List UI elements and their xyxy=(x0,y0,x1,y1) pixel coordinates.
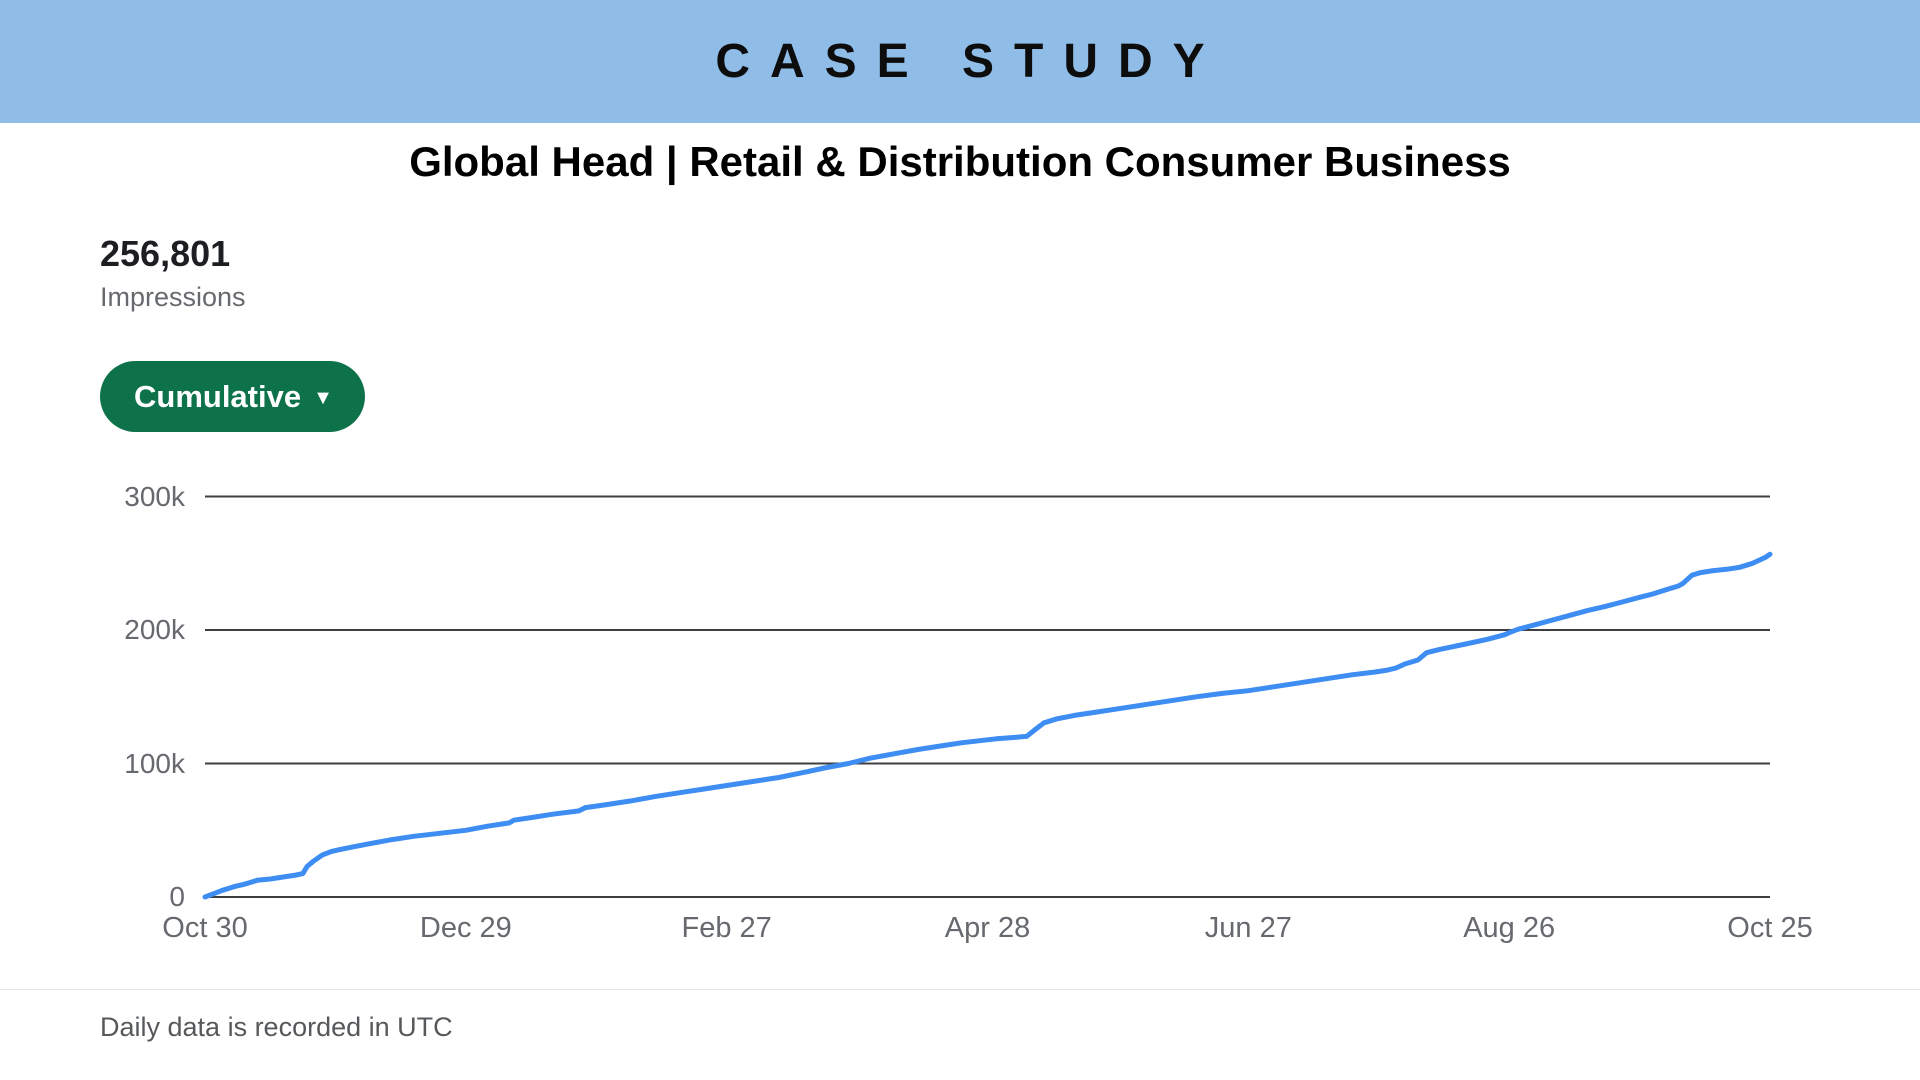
x-tick-label-oct-25: Oct 25 xyxy=(1727,912,1813,944)
x-tick-label-feb-27: Feb 27 xyxy=(681,912,772,944)
chart-canvas xyxy=(202,495,1773,900)
x-tick-label-jun-27: Jun 27 xyxy=(1204,912,1292,944)
cumulative-dropdown-label: Cumulative xyxy=(134,378,302,414)
cumulative-dropdown-button[interactable]: Cumulative ▼ xyxy=(100,361,365,432)
y-tick-label-100k: 100k xyxy=(124,747,185,779)
y-tick-label-200k: 200k xyxy=(124,614,185,645)
x-tick-label-apr-28: Apr 28 xyxy=(944,912,1031,944)
x-tick-label-aug-26: Aug 26 xyxy=(1463,912,1556,944)
impressions-stat: 256,801 Impressions xyxy=(100,234,246,313)
impressions-label: Impressions xyxy=(100,281,246,312)
page-title: Global Head | Retail & Distribution Cons… xyxy=(409,138,1511,185)
impressions-count: 256,801 xyxy=(100,233,231,274)
header-banner: CASE STUDY xyxy=(0,0,1920,123)
cumulative-impressions-line xyxy=(202,551,1773,900)
x-tick-label-oct-30: Oct 30 xyxy=(162,912,248,944)
impressions-line-chart xyxy=(202,480,1773,900)
banner-title: CASE STUDY xyxy=(715,35,1225,88)
x-tick-label-dec-29: Dec 29 xyxy=(419,912,512,944)
y-tick-label-0: 0 xyxy=(169,881,185,912)
chevron-down-icon: ▼ xyxy=(313,387,333,409)
footer-divider xyxy=(0,989,1920,990)
y-tick-label-300k: 300k xyxy=(124,480,185,512)
footer-note: Daily data is recorded in UTC xyxy=(100,1012,453,1042)
